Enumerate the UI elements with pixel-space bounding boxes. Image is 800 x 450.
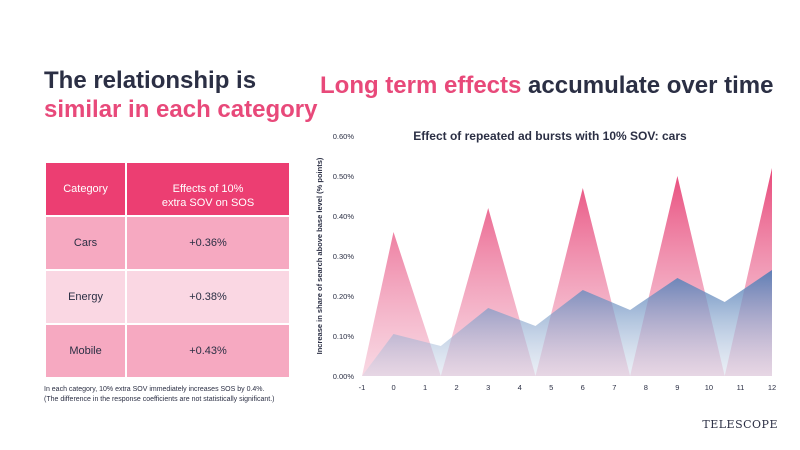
- right-heading-highlight: Long term effects: [320, 72, 522, 99]
- x-axis-ticks: -1 0 1 2 3 4 5 6 7 8 9 10 11 12: [359, 383, 777, 392]
- header-effect-label: Effects of 10% extra SOV on SOS: [161, 183, 255, 209]
- y-tick-label: 0.30%: [333, 252, 355, 261]
- category-effects-table: Category Effects of 10% extra SOV on SOS…: [43, 161, 291, 379]
- effect-cell: +0.38%: [125, 269, 291, 325]
- x-tick-label: 8: [644, 383, 648, 392]
- category-cell: Cars: [43, 215, 128, 271]
- left-heading-line1: The relationship is: [44, 67, 257, 94]
- right-heading: Long term effects accumulate over time: [320, 72, 773, 100]
- footnote-line1: In each category, 10% extra SOV immediat…: [44, 386, 265, 393]
- x-tick-label: 10: [705, 383, 713, 392]
- footnote: In each category, 10% extra SOV immediat…: [44, 385, 314, 405]
- y-tick-label: 0.00%: [333, 372, 355, 381]
- table-header-row: Category Effects of 10% extra SOV on SOS: [43, 161, 291, 217]
- y-axis-ticks: 0.00% 0.10% 0.20% 0.30% 0.40% 0.50% 0.60%: [333, 132, 355, 381]
- header-effect: Effects of 10% extra SOV on SOS: [125, 161, 291, 217]
- header-category-label: Category: [63, 183, 108, 195]
- y-tick-label: 0.20%: [333, 292, 355, 301]
- category-cell: Mobile: [43, 323, 128, 379]
- telescope-logo: TELESCOPE: [702, 418, 778, 431]
- chart-title: Effect of repeated ad bursts with 10% SO…: [413, 129, 687, 143]
- table-row: Cars +0.36%: [43, 215, 291, 271]
- category-cell: Energy: [43, 269, 128, 325]
- header-category: Category: [43, 161, 128, 217]
- y-axis-label: Increase in share of search above base l…: [315, 157, 324, 354]
- left-heading: The relationship is similar in each cate…: [44, 66, 317, 124]
- x-tick-label: 3: [486, 383, 490, 392]
- x-tick-label: 9: [675, 383, 679, 392]
- table-row: Mobile +0.43%: [43, 323, 291, 379]
- x-tick-label: 12: [768, 383, 776, 392]
- x-tick-label: 6: [581, 383, 585, 392]
- table-row: Energy +0.38%: [43, 269, 291, 325]
- accumulated-effect-area: [362, 270, 772, 376]
- x-tick-label: 7: [612, 383, 616, 392]
- y-tick-label: 0.10%: [333, 332, 355, 341]
- x-tick-label: -1: [359, 383, 366, 392]
- y-tick-label: 0.50%: [333, 172, 355, 181]
- x-tick-label: 0: [391, 383, 395, 392]
- effect-cell: +0.43%: [125, 323, 291, 379]
- x-tick-label: 1: [423, 383, 427, 392]
- right-heading-rest: accumulate over time: [521, 72, 774, 99]
- effect-cell: +0.36%: [125, 215, 291, 271]
- x-tick-label: 11: [737, 383, 745, 392]
- burst-effect-chart: Effect of repeated ad bursts with 10% SO…: [315, 129, 777, 392]
- x-tick-label: 5: [549, 383, 553, 392]
- x-tick-label: 4: [518, 383, 522, 392]
- series-layer: [362, 168, 772, 376]
- y-tick-label: 0.60%: [333, 132, 355, 141]
- y-tick-label: 0.40%: [333, 212, 355, 221]
- left-heading-line2: similar in each category: [44, 96, 318, 123]
- footnote-line2: (The difference in the response coeffici…: [44, 396, 275, 403]
- x-tick-label: 2: [455, 383, 459, 392]
